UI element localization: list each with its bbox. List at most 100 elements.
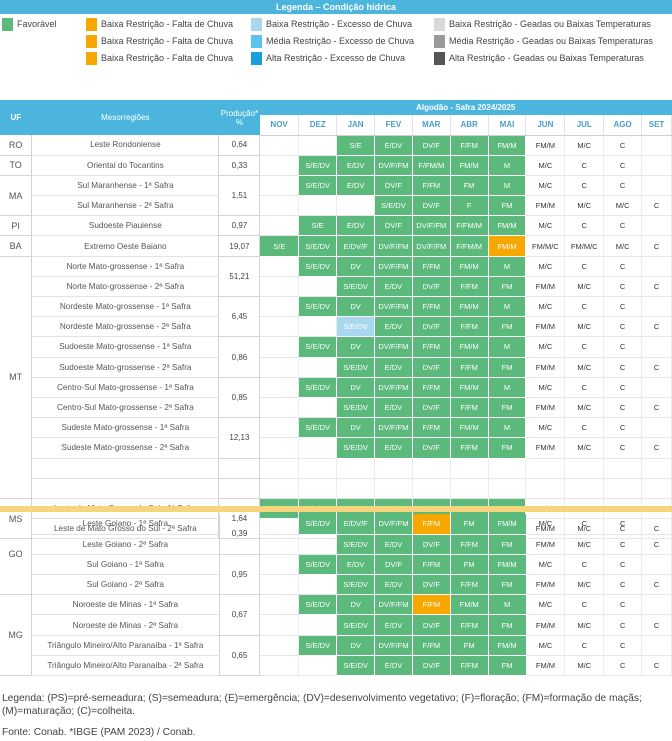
- header-producao: Produção* %: [218, 100, 260, 135]
- stage-cell: C: [603, 175, 643, 197]
- stage-cell: F/FM: [412, 635, 451, 656]
- month-header: NOV: [259, 115, 300, 136]
- legend-swatch: [434, 34, 445, 48]
- stage-cell: C: [564, 256, 605, 277]
- stage-cell: [259, 215, 300, 237]
- stage-cell: F/FM: [412, 377, 451, 398]
- table-row: [0, 458, 672, 479]
- stage-cell: C: [564, 336, 605, 358]
- stage-cell: DV/F/FM: [374, 514, 413, 535]
- stage-cell: [525, 478, 566, 499]
- stage-cell: F/FM: [412, 296, 451, 318]
- stage-cell: [259, 336, 300, 358]
- stage-cell: [564, 458, 605, 479]
- stage-cell: FM/M: [526, 574, 566, 596]
- legend-item: Baixa Restrição - Falta de Chuva: [86, 17, 233, 31]
- mesorregiao-cell: Noroeste de Minas - 1ª Safra: [31, 594, 220, 616]
- stage-cell: C: [603, 614, 643, 636]
- stage-cell: FM/M: [488, 215, 527, 237]
- stage-cell: C: [603, 594, 643, 616]
- mesorregiao-cell: Norte Mato-grossense - 2ª Safra: [31, 276, 220, 298]
- table-row: Centro-Sul Mato-grossense - 2ª Safra S/E/…: [0, 397, 672, 419]
- table-row: Sudeste Mato-grossense - 2ª Safra S/E/DV E…: [0, 437, 672, 459]
- stage-cell: [259, 458, 300, 479]
- legend-label: Baixa Restrição - Geadas ou Baixas Tempe…: [449, 19, 651, 29]
- stage-cell: FM/M: [488, 235, 527, 257]
- stage-cell: E/DV: [336, 175, 375, 197]
- stage-cell: C: [641, 614, 672, 636]
- table-row: Nordeste Mato-grossense - 2ª Safra S/E/DV…: [0, 316, 672, 338]
- stage-cell: E/DV: [336, 215, 375, 237]
- stage-cell: FM/M/C: [564, 235, 605, 257]
- stage-cell: DV/F: [412, 534, 451, 555]
- stage-cell: FM: [488, 655, 527, 677]
- stage-cell: DV/F: [374, 215, 413, 237]
- stage-cell: DV: [336, 417, 375, 439]
- stage-cell: [298, 135, 338, 156]
- stage-cell: C: [564, 215, 605, 237]
- stage-cell: S/E: [298, 215, 338, 237]
- stage-cell: [641, 135, 672, 156]
- condition-legend: Legenda – Condição hídrica Favorável Baix…: [0, 0, 672, 72]
- stage-cell: C: [564, 175, 605, 197]
- stage-cell: [298, 458, 338, 479]
- stage-cell: [488, 458, 527, 479]
- stage-cell: [488, 478, 527, 499]
- table-row: Triângulo Mineiro/Alto Paranaíba - 1ª Sa…: [0, 635, 672, 677]
- stage-cell: C: [641, 316, 672, 338]
- stage-cell: C: [564, 635, 605, 656]
- stage-cell: E/DV/F: [336, 514, 376, 535]
- stage-cell: [259, 635, 300, 656]
- producao-cell: 19,07: [218, 235, 261, 257]
- legend-item: Baixa Restrição - Geadas ou Baixas Tempe…: [434, 17, 651, 31]
- stage-cell: M/C: [526, 594, 566, 616]
- mesorregiao-cell: Sudeste Mato-grossense - 2ª Safra: [31, 437, 220, 459]
- stage-cell: FM: [488, 195, 527, 217]
- stage-cell: DV/F: [412, 574, 451, 596]
- stage-cell: C: [641, 195, 672, 217]
- stage-cell: S/E/DV: [298, 594, 338, 616]
- mesorregiao-cell: Sudoeste Mato-grossense - 2ª Safra: [31, 357, 220, 378]
- legend-label: Baixa Restrição - Falta de Chuva: [101, 19, 234, 29]
- stage-cell: M/C: [564, 357, 605, 378]
- stage-cell: F/FM: [412, 175, 451, 197]
- stage-cell: M/C: [525, 155, 566, 176]
- stage-cell: FM: [488, 357, 527, 378]
- stage-cell: [259, 135, 300, 156]
- table-row: Centro-Sul Mato-grossense - 1ª Safra 0,85…: [0, 377, 672, 419]
- stage-cell: E/DV: [374, 614, 413, 636]
- stage-cell: [298, 195, 338, 217]
- stage-cell: M/C: [603, 235, 643, 257]
- stage-cell: F/FM: [450, 276, 489, 298]
- stage-cell: [259, 437, 300, 459]
- stage-cell: M: [488, 256, 527, 277]
- stage-cell: [412, 478, 451, 499]
- stage-cell: [298, 655, 338, 677]
- stage-cell: [298, 397, 338, 419]
- stage-cell: E/DV: [374, 534, 413, 555]
- stage-cell: FM/M: [525, 357, 566, 378]
- mesorregiao-cell: Leste Goiano - 2ª Safra: [31, 534, 220, 555]
- header-season: Algodão - Safra 2024/2025: [259, 100, 672, 115]
- stage-cell: C: [603, 357, 643, 378]
- stage-cell: [259, 316, 300, 338]
- stage-cell: F/FM: [450, 655, 489, 677]
- stage-cell: [298, 614, 338, 636]
- stage-cell: DV/F: [412, 614, 451, 636]
- stage-cell: M/C: [526, 554, 566, 576]
- stage-cell: DV: [336, 377, 375, 398]
- stage-cell: E/DV: [374, 655, 413, 677]
- producao-cell: 0,86: [218, 336, 261, 378]
- stage-cell: FM: [488, 276, 527, 298]
- legend-swatch: [86, 17, 97, 31]
- mesorregiao-cell: Nordeste Mato-grossense - 2ª Safra: [31, 316, 220, 338]
- legend-item: Baixa Restrição - Falta de Chuva: [86, 34, 233, 48]
- stage-cell: FM/M/C: [525, 235, 566, 257]
- stage-cell: S/E/DV: [336, 534, 376, 555]
- stage-cell: F/FM/M: [412, 155, 451, 176]
- stage-cell: M/C: [564, 437, 605, 459]
- table-row: Sudoeste Mato-grossense - 2ª Safra S/E/DV…: [0, 357, 672, 378]
- stage-cell: M/C: [525, 256, 566, 277]
- stage-cell: M: [488, 296, 527, 318]
- mesorregiao-cell: [31, 478, 220, 499]
